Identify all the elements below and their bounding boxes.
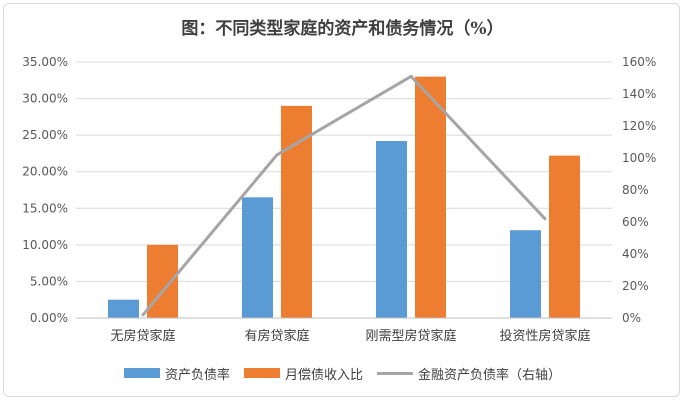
left-tick-label: 10.00% bbox=[22, 238, 68, 252]
bar bbox=[376, 140, 407, 318]
line-series-path bbox=[141, 74, 547, 316]
legend-label: 金融资产负债率（右轴） bbox=[418, 367, 562, 383]
right-tick-label: 20% bbox=[622, 279, 649, 293]
legend-label: 资产负债率 bbox=[164, 367, 230, 383]
right-tick-label: 0% bbox=[622, 311, 641, 325]
legend-swatch-orange bbox=[243, 368, 280, 378]
line-point bbox=[275, 153, 279, 157]
bar bbox=[510, 230, 541, 318]
chart-title: 图：不同类型家庭的资产和债务情况（%） bbox=[181, 19, 504, 39]
category-label: 有房贷家庭 bbox=[244, 328, 309, 344]
line-point bbox=[141, 313, 145, 317]
legend-swatch-blue bbox=[123, 368, 160, 378]
right-tick-label: 80% bbox=[622, 183, 649, 197]
line-point bbox=[543, 217, 547, 221]
legend-label: 月偿债收入比 bbox=[284, 367, 363, 383]
legend-item-asset-liability: 资产负债率 bbox=[123, 364, 230, 383]
right-tick-label: 120% bbox=[622, 119, 656, 133]
left-tick-label: 30.00% bbox=[22, 92, 68, 106]
bar bbox=[242, 197, 273, 318]
left-tick-label: 20.00% bbox=[22, 165, 68, 179]
left-tick-label: 0.00% bbox=[30, 311, 68, 325]
category-label: 无房贷家庭 bbox=[110, 328, 175, 344]
left-tick-label: 25.00% bbox=[22, 128, 68, 142]
legend-item-debt-income: 月偿债收入比 bbox=[243, 364, 363, 383]
right-tick-label: 60% bbox=[622, 215, 649, 229]
left-axis: 0.00% 5.00% 10.00% 15.00% 20.00% 25.00% 30.00%… bbox=[22, 55, 68, 325]
line-series bbox=[141, 74, 547, 317]
x-axis: 无房贷家庭 有房贷家庭 刚需型房贷家庭 投资性房贷家庭 bbox=[76, 317, 612, 344]
right-tick-label: 40% bbox=[622, 247, 649, 261]
category-label: 投资性房贷家庭 bbox=[499, 328, 590, 344]
bar bbox=[147, 244, 178, 318]
left-tick-label: 15.00% bbox=[22, 201, 68, 215]
legend: 资产负债率 月偿债收入比 金融资产负债率（右轴） bbox=[0, 362, 685, 384]
bar bbox=[108, 299, 139, 318]
legend-item-financial-liability: 金融资产负债率（右轴） bbox=[377, 364, 561, 383]
left-tick-label: 5.00% bbox=[30, 274, 68, 288]
line-point bbox=[409, 74, 413, 78]
bar bbox=[549, 155, 580, 318]
category-label: 刚需型房贷家庭 bbox=[365, 328, 456, 344]
left-tick-label: 35.00% bbox=[22, 55, 68, 69]
right-tick-label: 100% bbox=[622, 151, 656, 165]
right-tick-label: 140% bbox=[622, 87, 656, 101]
right-axis: 0% 20% 40% 60% 80% 100% 120% 140% 160% bbox=[622, 55, 656, 325]
bar bbox=[415, 76, 446, 318]
bar bbox=[281, 105, 312, 318]
legend-swatch-gray-line bbox=[377, 371, 413, 375]
right-tick-label: 160% bbox=[622, 55, 656, 69]
bars bbox=[108, 76, 580, 318]
